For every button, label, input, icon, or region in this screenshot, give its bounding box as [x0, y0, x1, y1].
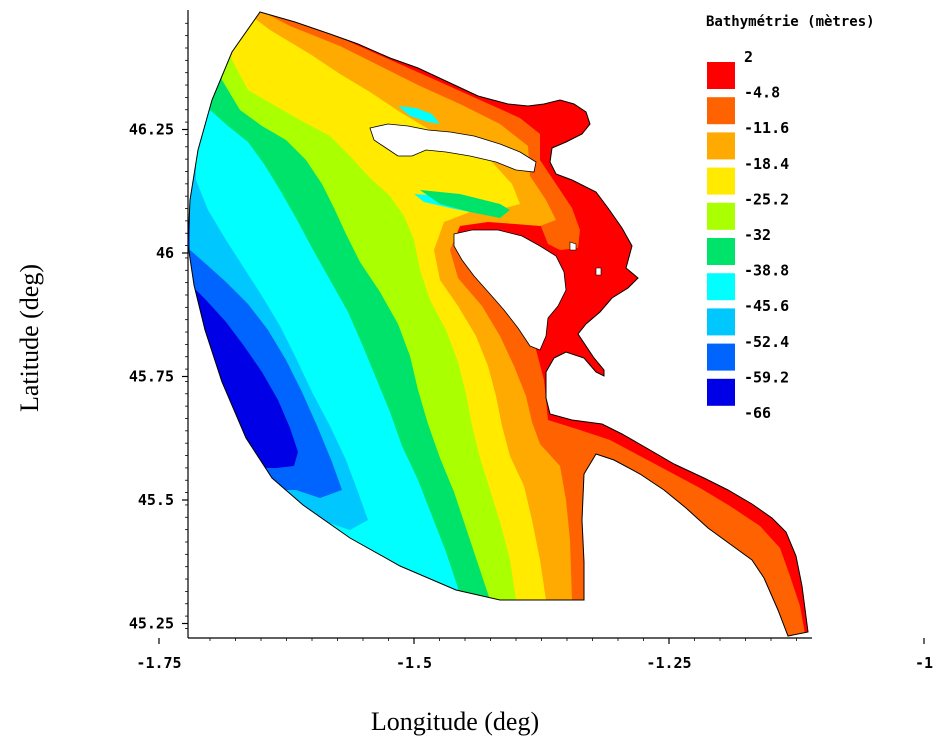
legend-level-label: -45.6: [744, 297, 789, 315]
x-axis-title: Longitude (deg): [371, 707, 539, 736]
x-tick-label: -1.5: [396, 654, 432, 672]
legend-level-label: -52.4: [744, 333, 789, 351]
y-minor-ticks: [185, 22, 188, 629]
legend-swatch: [707, 202, 735, 230]
legend-level-label: 2: [744, 48, 753, 66]
legend-level-label: -11.6: [744, 119, 789, 137]
y-major-ticks: 45.25 45.5 45.75 46 46.25: [129, 121, 188, 633]
legend-level-label: -32: [744, 226, 771, 244]
legend-level-label: -4.8: [744, 84, 780, 102]
x-major-ticks: -1.75-1.5-1.25-1-0.75: [136, 638, 933, 672]
y-tick-label: 45.5: [138, 491, 174, 509]
coastline: [187, 11, 809, 637]
y-tick-label: 45.75: [129, 368, 174, 386]
legend-swatch: [707, 238, 735, 265]
legend-swatch: [707, 308, 735, 336]
ile-d-oleron: [453, 229, 567, 351]
y-tick-label: 46.25: [129, 121, 174, 139]
y-axis-title: Latitude (deg): [15, 264, 44, 412]
legend-swatch: [707, 378, 735, 406]
legend-title: Bathymétrie (mètres): [706, 14, 875, 30]
ile-de-re: [369, 123, 537, 173]
ile-d-aix: [569, 241, 577, 251]
x-tick-label: -1.75: [136, 654, 181, 672]
legend: Bathymétrie (mètres) 2 -4.8 -11.6 -18.4 -25.…: [706, 14, 875, 422]
legend-level-label: -25.2: [744, 190, 789, 208]
bank-cyan-north: [398, 106, 440, 124]
y-tick-label: 46: [156, 244, 174, 262]
legend-level-label: -59.2: [744, 368, 789, 386]
bank-green-south: [420, 190, 510, 218]
legend-swatch: [707, 62, 735, 89]
legend-swatch: [707, 273, 735, 301]
legend-swatch: [707, 343, 735, 371]
legend-level-label: -66: [744, 404, 771, 422]
legend-level-label: -18.4: [744, 155, 789, 173]
legend-level-label: -38.8: [744, 262, 789, 280]
x-tick-label: -1: [915, 654, 933, 672]
y-tick-label: 45.25: [129, 615, 174, 633]
legend-swatch: [707, 132, 735, 160]
legend-swatch: [707, 97, 735, 125]
x-tick-label: -1.25: [646, 654, 691, 672]
ile-madame: [595, 267, 602, 276]
legend-swatch: [707, 167, 735, 195]
